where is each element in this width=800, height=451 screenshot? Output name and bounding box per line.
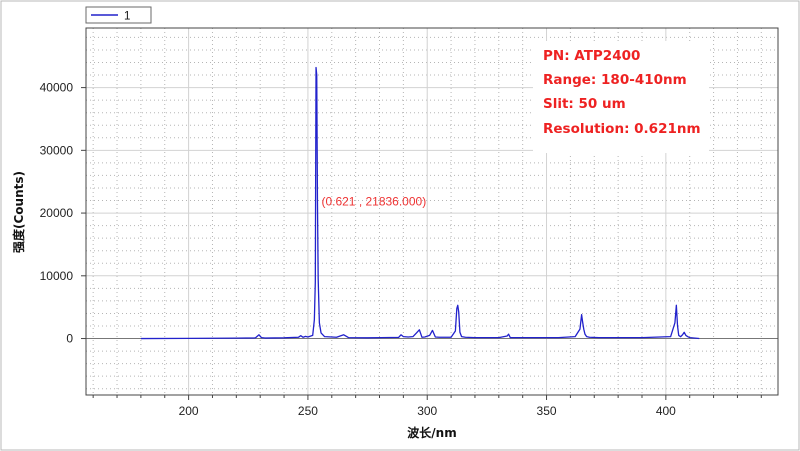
y-tick-label: 0 [66, 332, 73, 346]
info-pn: PN: ATP2400 [543, 48, 640, 64]
info-box-background [533, 41, 709, 153]
legend-entry-1: 1 [124, 11, 130, 23]
x-axis: 200 250 300 350 400 [92, 395, 762, 418]
info-slit: Slit: 50 um [543, 96, 626, 112]
info-range: Range: 180-410nm [543, 72, 687, 88]
info-resolution: Resolution: 0.621nm [543, 121, 701, 137]
x-tick-label: 350 [537, 404, 557, 418]
y-axis-title: 强度(Counts) [11, 171, 26, 253]
x-tick-label: 250 [298, 404, 318, 418]
x-tick-label: 400 [656, 404, 676, 418]
series-line-1 [140, 66, 700, 340]
x-tick-label: 200 [179, 404, 199, 418]
y-tick-label: 30000 [40, 143, 74, 157]
legend-box [85, 6, 152, 24]
plot-border [85, 27, 779, 396]
peak-annotation: (0.621 , 21836.000) [321, 195, 426, 209]
y-tick-label: 20000 [40, 206, 74, 220]
info-box: PN: ATP2400 Range: 180-410nm Slit: 50 um… [533, 41, 709, 153]
x-axis-title: 波长/nm [407, 425, 456, 440]
x-tick-label: 300 [417, 404, 437, 418]
legend[interactable]: 1 [85, 6, 152, 24]
y-tick-label: 40000 [40, 81, 74, 95]
y-tick-label: 10000 [40, 269, 74, 283]
y-axis: 0 10000 20000 30000 40000 [40, 81, 86, 346]
